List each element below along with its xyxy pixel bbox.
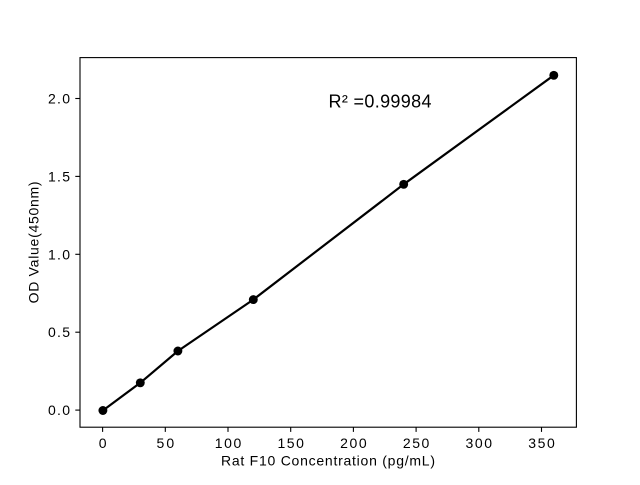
svg-text:2.0: 2.0	[48, 91, 70, 107]
svg-text:0: 0	[99, 435, 107, 451]
svg-text:0.5: 0.5	[48, 324, 70, 340]
svg-text:250: 250	[403, 435, 430, 451]
svg-text:200: 200	[340, 435, 367, 451]
svg-text:Rat F10 Concentration (pg/mL): Rat F10 Concentration (pg/mL)	[221, 453, 435, 469]
svg-text:50: 50	[156, 435, 174, 451]
svg-text:1.5: 1.5	[48, 168, 70, 184]
svg-text:1.0: 1.0	[48, 246, 70, 262]
svg-text:350: 350	[528, 435, 555, 451]
svg-text:OD Value(450nm): OD Value(450nm)	[26, 181, 42, 303]
svg-text:R² =0.99984: R² =0.99984	[329, 92, 432, 112]
svg-text:100: 100	[215, 435, 242, 451]
svg-text:150: 150	[277, 435, 304, 451]
svg-text:300: 300	[466, 435, 493, 451]
svg-text:0.0: 0.0	[48, 402, 70, 418]
